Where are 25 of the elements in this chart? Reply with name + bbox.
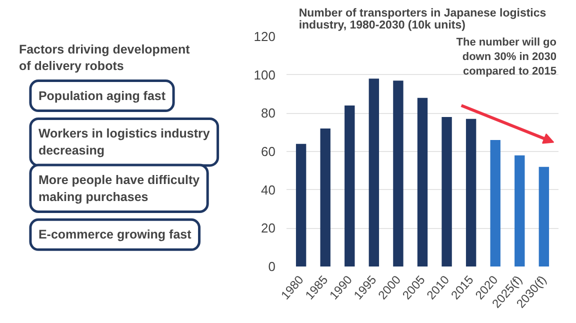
- chart-title: Number of transporters in Japanese logistics industry, 1980-2030 (10k units): [298, 8, 546, 32]
- bar: [442, 117, 452, 266]
- bar: [368, 78, 380, 266]
- bar: [538, 166, 550, 266]
- annotation: The number will go down 30% in 2030 compared to 2015: [456, 36, 557, 78]
- text: Workers in logistics industry decreasing: [38, 126, 210, 158]
- bar: [514, 155, 525, 266]
- y-tick-label: 0: [268, 259, 276, 274]
- bar: [393, 80, 404, 266]
- y-tick-label: 20: [261, 220, 276, 236]
- bar: [490, 140, 500, 266]
- y-tick-label: 60: [261, 144, 276, 159]
- y-tick-label: 100: [254, 67, 276, 82]
- y-tick-label: 80: [261, 106, 276, 121]
- y-tick-label: 40: [261, 182, 276, 198]
- text: E-commerce growing fast: [38, 228, 192, 242]
- text: More people have difficulty making purchases: [38, 172, 200, 204]
- bar: [296, 144, 306, 266]
- bar: [466, 118, 476, 266]
- bar: [417, 98, 428, 266]
- bar: [344, 106, 355, 266]
- bar: [320, 128, 330, 266]
- text: Factors driving development of delivery robots: [18, 42, 191, 74]
- y-tick-label: 120: [254, 29, 276, 44]
- text: Population aging fast: [38, 88, 166, 103]
